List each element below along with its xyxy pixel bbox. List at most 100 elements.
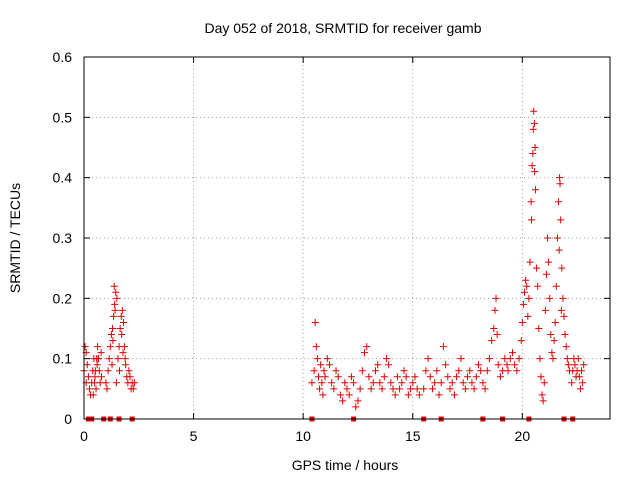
data-point — [347, 373, 355, 381]
data-point — [531, 144, 539, 151]
data-point — [472, 373, 480, 381]
x-tick-label: 15 — [405, 428, 421, 444]
data-point — [374, 361, 382, 369]
data-point — [431, 379, 439, 387]
data-point — [354, 397, 362, 405]
data-point — [522, 276, 530, 284]
data-point — [560, 312, 568, 320]
y-tick-label: 0.3 — [53, 230, 73, 246]
data-point — [483, 367, 491, 375]
data-point — [94, 355, 102, 363]
data-point — [534, 282, 542, 290]
data-point — [545, 258, 553, 266]
data-point — [118, 331, 126, 339]
data-point — [506, 355, 514, 363]
data-point — [539, 397, 547, 405]
data-point — [517, 337, 525, 345]
data-point — [336, 391, 344, 399]
data-point — [496, 373, 504, 381]
data-point — [435, 391, 443, 399]
data-point — [367, 385, 375, 393]
data-point — [503, 361, 511, 369]
data-point — [559, 294, 567, 302]
data-point — [313, 355, 321, 363]
data-point — [125, 367, 133, 375]
data-point — [385, 361, 393, 369]
data-point — [556, 174, 564, 182]
data-point — [105, 355, 113, 363]
data-point — [574, 355, 582, 363]
data-point — [455, 367, 463, 375]
data-point — [475, 361, 482, 369]
data-point — [448, 379, 456, 387]
data-point — [571, 361, 579, 369]
data-point — [536, 355, 544, 363]
data-point — [407, 385, 415, 393]
grid — [84, 57, 610, 419]
data-point — [389, 385, 397, 393]
data-point — [318, 379, 326, 387]
data-point — [350, 379, 358, 387]
y-tick-label: 0.1 — [53, 351, 73, 367]
data-point — [396, 385, 404, 393]
data-point — [525, 294, 533, 302]
data-point — [420, 385, 428, 393]
data-point — [104, 367, 112, 375]
data-point — [118, 306, 126, 314]
y-tick-label: 0.4 — [53, 170, 73, 186]
data-point — [433, 367, 441, 375]
data-point — [321, 373, 329, 381]
axis-ticks: 0 0.1 0.2 0.3 0.4 0.5 0.6 0 5 10 15 20 — [53, 49, 610, 444]
data-point — [98, 373, 106, 381]
data-point — [578, 367, 586, 375]
data-point — [563, 355, 571, 363]
data-point — [523, 282, 531, 290]
data-point — [485, 355, 493, 363]
data-point — [110, 312, 118, 320]
data-point — [111, 300, 119, 308]
data-point — [93, 361, 101, 369]
data-point — [450, 391, 458, 399]
data-point — [325, 361, 333, 369]
data-point — [540, 379, 548, 387]
y-axis-label: SRMTID / TECUs — [7, 183, 23, 293]
data-point — [461, 385, 469, 393]
data-point — [94, 343, 102, 351]
data-point — [380, 373, 388, 381]
data-point — [537, 373, 545, 381]
data-point — [119, 318, 127, 326]
data-point — [117, 312, 125, 320]
data-point — [551, 318, 559, 326]
data-point — [361, 349, 369, 357]
data-point — [103, 385, 111, 393]
data-point — [109, 337, 117, 345]
x-tick-label: 5 — [190, 428, 198, 444]
data-point — [102, 379, 110, 387]
y-tick-label: 0.6 — [53, 49, 73, 65]
data-point — [415, 391, 423, 399]
data-point — [513, 367, 521, 375]
data-point — [439, 343, 447, 351]
data-point — [315, 373, 323, 381]
data-point — [369, 379, 377, 387]
chart-title: Day 052 of 2018, SRMTID for receiver gam… — [204, 20, 481, 36]
data-point — [530, 107, 538, 115]
data-point — [110, 282, 118, 290]
data-point — [466, 367, 474, 375]
data-point — [365, 373, 373, 381]
data-point — [311, 318, 319, 326]
data-point — [550, 337, 558, 345]
data-point — [453, 373, 461, 381]
data-point — [580, 361, 588, 369]
data-point — [391, 391, 399, 399]
data-point — [542, 270, 550, 278]
data-point — [504, 367, 512, 375]
data-point — [121, 355, 129, 363]
data-point — [468, 379, 476, 387]
data-point — [521, 288, 529, 296]
data-point — [557, 306, 565, 314]
data-point — [116, 367, 124, 375]
data-point — [371, 367, 379, 375]
data-point — [404, 391, 412, 399]
data-point — [529, 150, 537, 158]
